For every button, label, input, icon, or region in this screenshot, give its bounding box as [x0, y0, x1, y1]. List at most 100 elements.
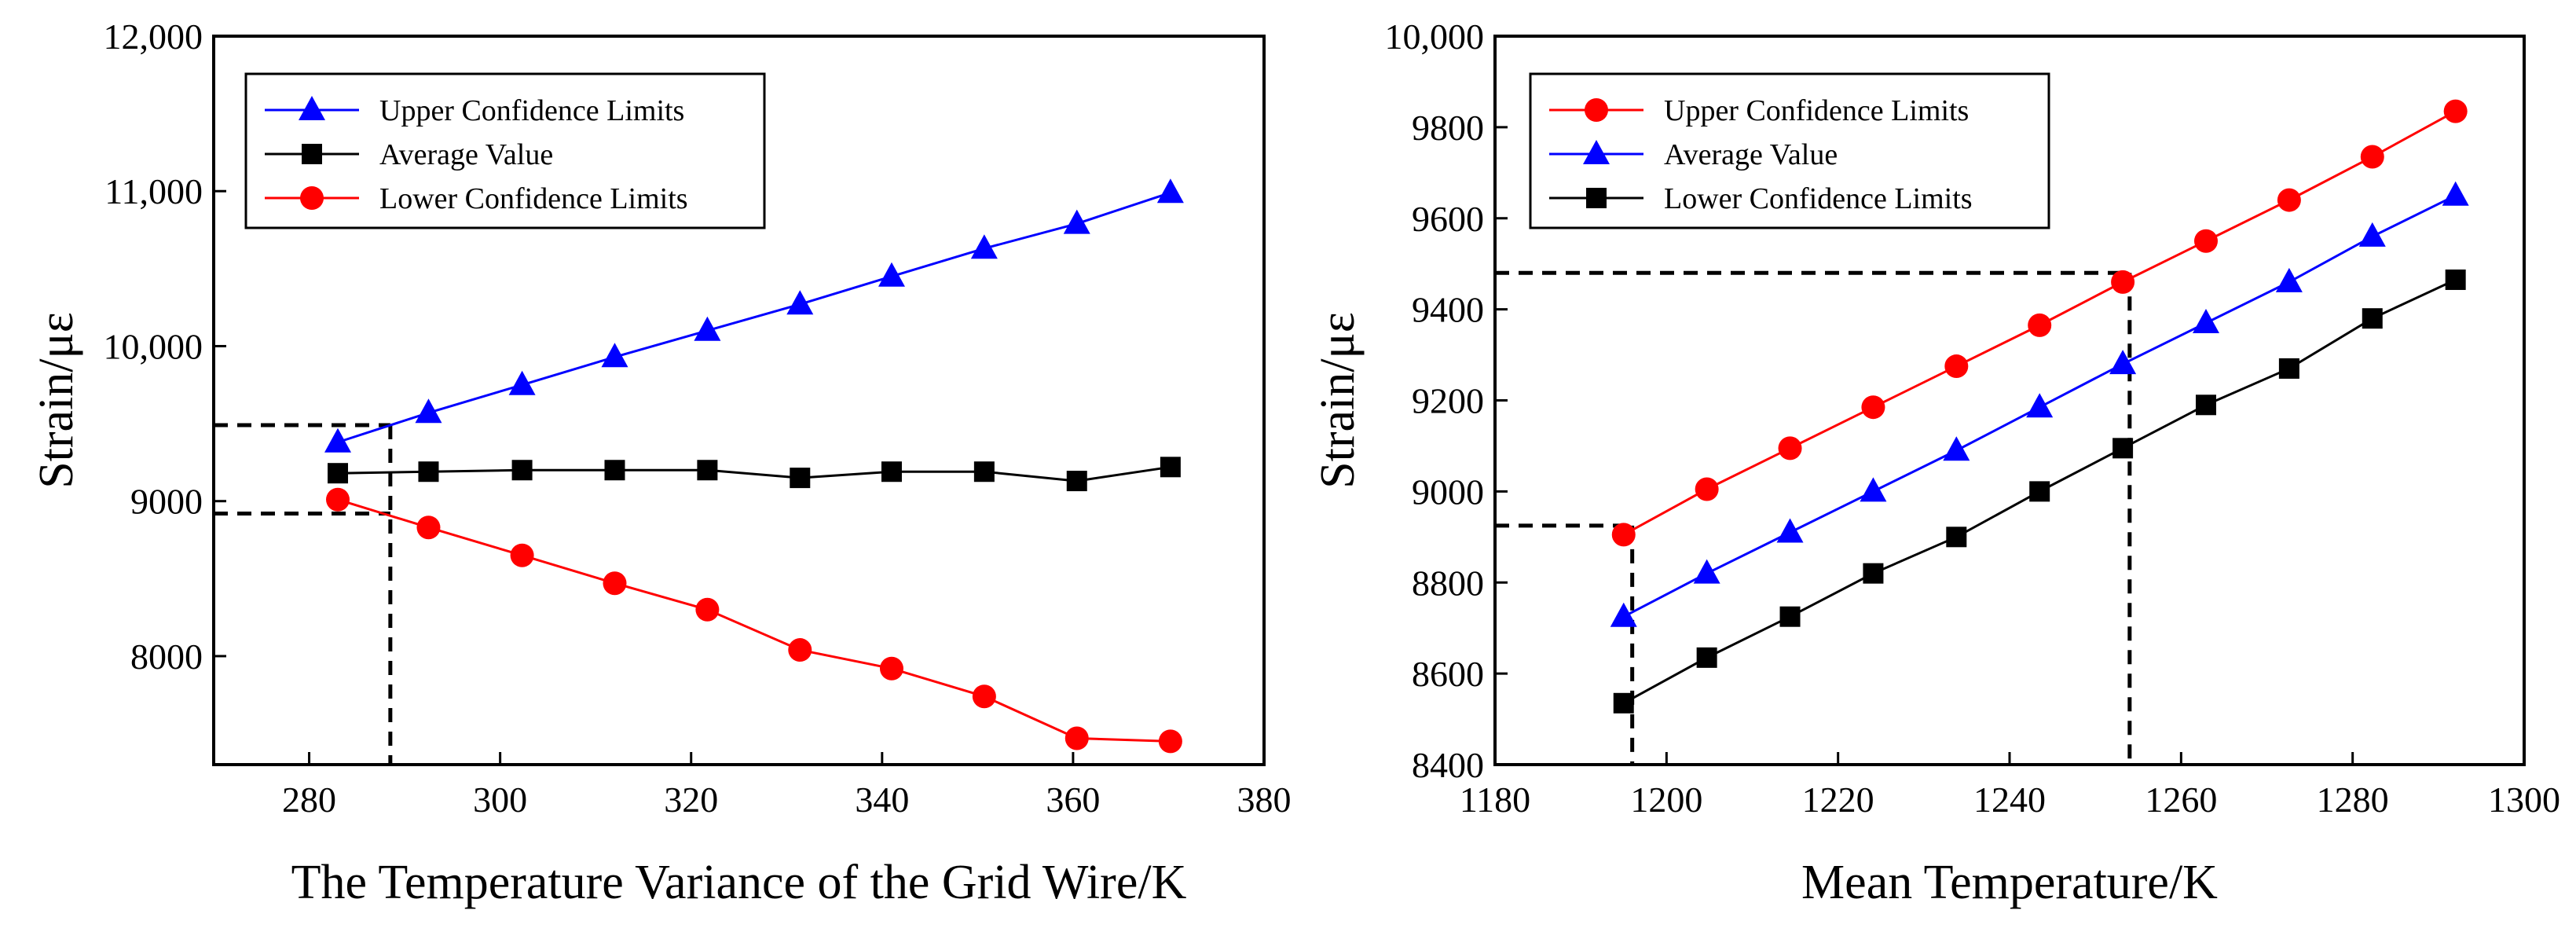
x-axis-title: The Temperature Variance of the Grid Wir… [291, 856, 1187, 909]
x-axis-title: Mean Temperature/K [1801, 856, 2218, 909]
legend-label: Average Value [1664, 138, 1838, 171]
data-point [2442, 181, 2469, 206]
data-point [1066, 471, 1087, 492]
x-tick-label: 1260 [2145, 780, 2217, 820]
data-point [970, 234, 998, 259]
data-point [2029, 481, 2050, 502]
data-point [1861, 395, 1885, 420]
data-point [2026, 393, 2054, 418]
data-point [2111, 270, 2135, 294]
data-point [2109, 350, 2137, 375]
x-tick-label: 340 [855, 780, 909, 820]
data-point [601, 343, 628, 368]
data-point [1779, 606, 1801, 627]
data-point [1778, 436, 1802, 460]
data-point [2277, 188, 2301, 212]
data-point [604, 460, 625, 481]
series-line [337, 465, 1171, 483]
data-point [878, 262, 905, 287]
x-tick-label: 320 [664, 780, 718, 820]
data-point [2445, 269, 2466, 290]
data-point [1776, 518, 1804, 543]
legend-marker [302, 144, 322, 164]
y-axis-title: Strain/με [30, 312, 83, 489]
data-point [973, 461, 995, 483]
x-tick-label: 1200 [1630, 780, 1702, 820]
data-point [879, 656, 903, 681]
y-tick-label: 8000 [130, 637, 203, 677]
y-tick-label: 9000 [1412, 472, 1484, 512]
data-point [511, 460, 533, 481]
y-tick-label: 8600 [1412, 654, 1484, 694]
data-point [603, 571, 627, 596]
data-point [695, 597, 720, 622]
data-point [326, 487, 350, 512]
legend-marker [300, 186, 324, 210]
y-tick-label: 12,000 [104, 17, 203, 57]
series-line [337, 191, 1171, 444]
data-point [1946, 527, 1967, 548]
data-point [508, 370, 536, 395]
data-point [2362, 308, 2383, 329]
data-point [1063, 209, 1090, 234]
data-point [418, 461, 439, 483]
data-point [1943, 436, 1970, 461]
y-tick-label: 9800 [1412, 108, 1484, 148]
data-point [788, 638, 812, 662]
y-tick-label: 8800 [1412, 563, 1484, 603]
data-point [790, 468, 811, 489]
data-point [2195, 394, 2216, 416]
data-point [1613, 692, 1634, 714]
legend-label: Average Value [379, 138, 553, 171]
data-point [2192, 309, 2219, 334]
data-point [324, 427, 352, 453]
data-point [1695, 477, 1719, 501]
x-tick-label: 360 [1046, 780, 1100, 820]
data-point [1860, 477, 1887, 502]
x-tick-label: 1180 [1460, 780, 1530, 820]
y-axis-title: Strain/με [1311, 312, 1365, 489]
right-chart: 1180 1200 1220 1240 1260 1280 1300 8400 8600 8800… [1311, 17, 2560, 909]
series-line [337, 498, 1171, 743]
x-tick-label: 1240 [1973, 780, 2046, 820]
legend-box [1529, 72, 2050, 229]
legend-label: Upper Confidence Limits [1664, 94, 1969, 127]
data-point [1611, 523, 1636, 547]
left-chart: 280 300 320 340 360 380 8000 9000 10,000 11,000 12… [30, 17, 1292, 909]
data-point [1696, 647, 1717, 668]
data-point [2358, 222, 2386, 247]
x-tick-label: 380 [1237, 780, 1292, 820]
y-tick-label: 10,000 [104, 326, 203, 366]
data-point [2360, 145, 2384, 169]
data-point [1863, 563, 1884, 584]
y-tick-label: 10,000 [1385, 17, 1485, 57]
legend-label: Upper Confidence Limits [379, 94, 684, 127]
data-point [2112, 438, 2134, 459]
y-tick-label: 8400 [1412, 745, 1484, 785]
y-tick-label: 11,000 [104, 171, 203, 211]
x-tick-label: 1220 [1802, 780, 1874, 820]
legend-label: Lower Confidence Limits [1664, 182, 1973, 215]
data-point [1610, 602, 1637, 627]
data-point [1160, 457, 1181, 478]
legend-marker [299, 96, 325, 120]
data-point [510, 543, 534, 567]
x-tick-label: 280 [282, 780, 336, 820]
data-point [694, 316, 721, 341]
data-point [416, 516, 441, 540]
data-point [2028, 313, 2052, 337]
x-tick-label: 1280 [2317, 780, 2389, 820]
legend-marker [1585, 98, 1608, 122]
y-tick-label: 9400 [1412, 290, 1484, 330]
data-point [2443, 99, 2468, 123]
legend-box [244, 72, 766, 229]
data-point [2275, 267, 2303, 292]
x-tick-label: 1300 [2488, 780, 2560, 820]
x-tick-label: 300 [473, 780, 527, 820]
legend-marker [1583, 140, 1610, 164]
data-point [881, 461, 902, 483]
y-tick-label: 9600 [1412, 199, 1484, 239]
data-point [328, 463, 349, 484]
data-point [1156, 178, 1184, 204]
